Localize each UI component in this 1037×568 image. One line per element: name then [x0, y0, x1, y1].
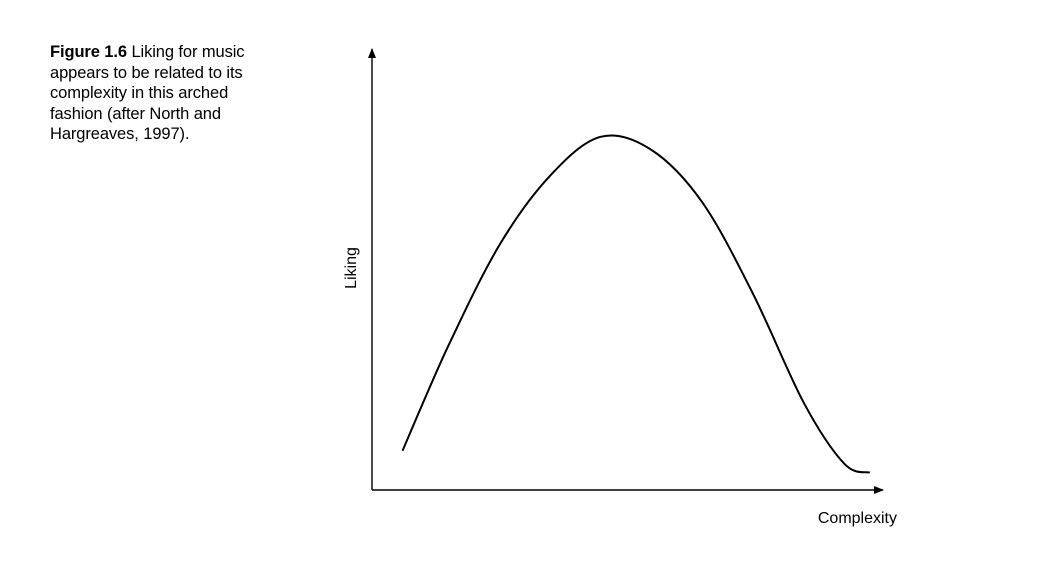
- y-axis-label: Liking: [343, 247, 360, 289]
- liking-curve: [401, 134, 871, 474]
- caption-line-2: appears to be related to its: [50, 63, 243, 82]
- figure-caption: Figure 1.6 Liking for music appears to b…: [50, 42, 312, 145]
- x-axis-label: Complexity: [818, 510, 897, 527]
- caption-line-4: fashion (after North and: [50, 104, 221, 123]
- caption-line-3: complexity in this arched: [50, 84, 229, 102]
- caption-line-5: Hargreaves, 1997).: [50, 125, 190, 143]
- figure-label: Figure 1.6: [50, 43, 127, 61]
- caption-line-1: Figure 1.6 Liking for music: [50, 43, 245, 61]
